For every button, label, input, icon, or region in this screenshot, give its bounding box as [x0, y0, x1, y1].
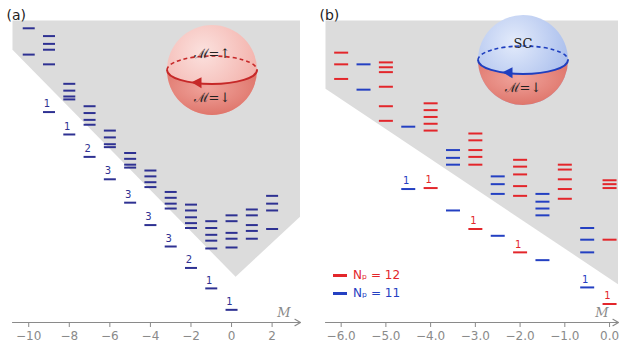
svg-text:−1.0: −1.0 — [550, 329, 579, 343]
svg-text:−3.0: −3.0 — [461, 329, 490, 343]
svg-text:ℳ=↓: ℳ=↓ — [504, 80, 542, 95]
svg-text:−4: −4 — [142, 329, 160, 343]
svg-text:1: 1 — [582, 274, 588, 285]
html-text:Nₚ = 11: Nₚ = 11 — [353, 286, 401, 300]
svg-text:3: 3 — [105, 165, 111, 176]
svg-text:2: 2 — [84, 143, 90, 154]
svg-text:SC: SC — [514, 36, 533, 51]
svg-text:0: 0 — [228, 329, 236, 343]
svg-text:1: 1 — [470, 215, 476, 226]
svg-text:1: 1 — [425, 174, 431, 185]
svg-text:ℳ=↑: ℳ=↑ — [193, 46, 231, 61]
svg-text:3: 3 — [166, 233, 172, 244]
svg-text:1: 1 — [226, 296, 232, 307]
svg-text:(a): (a) — [7, 7, 27, 23]
svg-text:−2.0: −2.0 — [506, 329, 535, 343]
html-text:Nₚ = 12: Nₚ = 12 — [353, 268, 401, 282]
svg-text:1: 1 — [64, 121, 70, 132]
svg-text:−5.0: −5.0 — [371, 329, 400, 343]
svg-text:1: 1 — [403, 175, 409, 186]
svg-text:3: 3 — [145, 211, 151, 222]
svg-text:ℳ=↓: ℳ=↓ — [193, 90, 231, 105]
svg-text:(b): (b) — [320, 7, 340, 23]
svg-text:−6: −6 — [101, 329, 119, 343]
svg-text:M: M — [594, 305, 609, 320]
svg-text:2: 2 — [186, 254, 192, 265]
svg-text:1: 1 — [515, 239, 521, 250]
svg-text:1: 1 — [44, 98, 50, 109]
svg-text:1: 1 — [206, 275, 212, 286]
svg-text:−8: −8 — [60, 329, 78, 343]
svg-text:2: 2 — [268, 329, 276, 343]
svg-text:−6.0: −6.0 — [327, 329, 356, 343]
svg-text:−4.0: −4.0 — [416, 329, 445, 343]
svg-text:−10: −10 — [16, 329, 41, 343]
svg-text:0.0: 0.0 — [600, 329, 619, 343]
svg-text:−2: −2 — [182, 329, 200, 343]
svg-text:1: 1 — [604, 290, 610, 301]
svg-text:3: 3 — [125, 189, 131, 200]
svg-text:M: M — [276, 305, 291, 320]
